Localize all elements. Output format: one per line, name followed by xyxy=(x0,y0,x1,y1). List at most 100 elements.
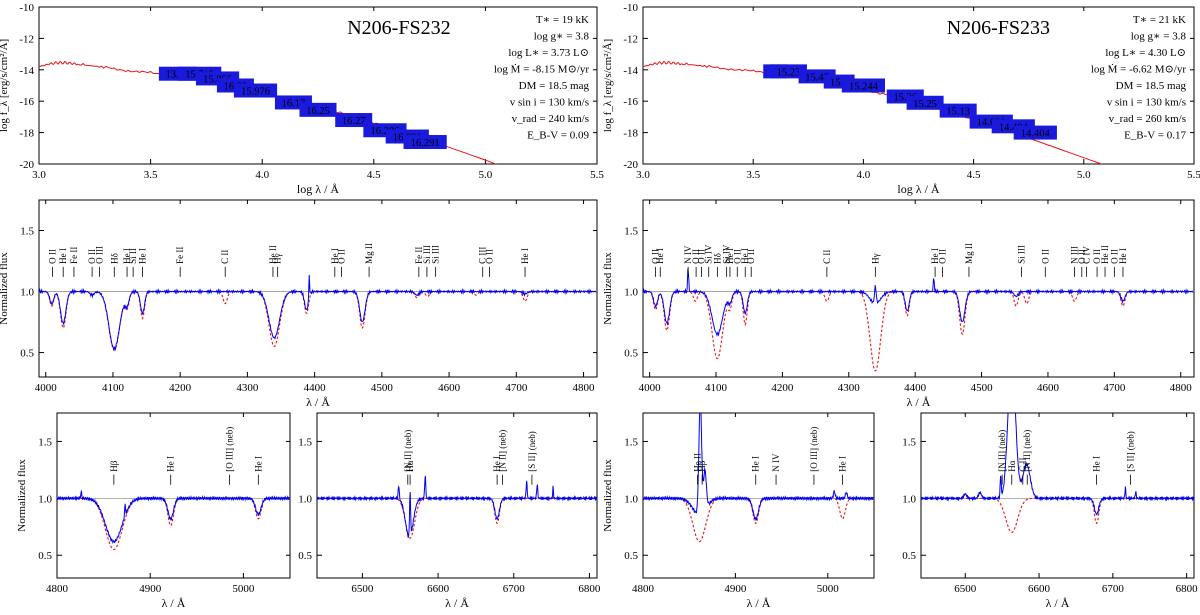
x-tick-label: 5.0 xyxy=(1077,169,1091,181)
model-spectrum xyxy=(643,497,874,543)
stellar-parameter: log g∗ = 3.8 xyxy=(1131,31,1187,43)
line-id-label: C II xyxy=(822,250,832,264)
x-tick-label: 4100 xyxy=(705,382,728,394)
x-tick-label: 6700 xyxy=(503,583,526,595)
x-tick-label: 4.0 xyxy=(857,169,871,181)
x-axis-label: log λ / Å xyxy=(897,182,939,196)
plot-frame xyxy=(642,6,1195,165)
line-id-label: He I xyxy=(520,248,530,264)
x-tick-label: 3.0 xyxy=(32,169,46,181)
x-tick-label: 4800 xyxy=(573,382,596,394)
hb-fs232-panel: 4800 4900 5000 0.5 1.0 1.5 λ / Å Normalized flu… xyxy=(16,412,291,610)
stellar-parameter: E_B-V = 0.17 xyxy=(1124,130,1186,142)
x-axis-label: λ / Å xyxy=(162,596,186,610)
y-tick-label: -12 xyxy=(19,33,34,45)
line-id-label: He I xyxy=(138,248,148,264)
photometry-box xyxy=(906,95,944,110)
photometry-label: 14.404 xyxy=(999,122,1029,133)
x-tick-label: 4000 xyxy=(639,382,662,394)
stellar-parameter: DM = 18.5 mag xyxy=(1116,80,1187,92)
y-tick-label: -10 xyxy=(19,2,34,14)
x-tick-label: 6600 xyxy=(1028,583,1051,595)
photometry-label: 15.976 xyxy=(241,87,270,98)
x-tick-label: 4700 xyxy=(505,382,528,394)
x-tick-label: 4700 xyxy=(1103,382,1126,394)
x-axis-label: log λ / Å xyxy=(297,182,339,196)
line-id-label: C III xyxy=(478,247,488,264)
photometry-label: 15.244 xyxy=(849,82,879,93)
line-id-label: He I xyxy=(166,456,176,472)
line-id-label: He I xyxy=(58,248,68,264)
y-tick-label: -20 xyxy=(623,159,638,171)
x-tick-label: 6600 xyxy=(427,583,450,595)
line-id-label: O II xyxy=(1040,249,1050,264)
observed-spectrum xyxy=(317,475,597,538)
line-id-label: He II xyxy=(1100,245,1110,264)
line-id-label: Hβ xyxy=(697,460,707,471)
line-id-label: [N II] (neb) xyxy=(1022,430,1032,472)
y-tick-label: 0.5 xyxy=(624,550,638,562)
line-id-label: He I xyxy=(838,456,848,472)
y-axis-label: log f_λ [erg/s/cm²/Å] xyxy=(602,39,614,132)
x-axis-label: λ / Å xyxy=(907,395,931,409)
line-id-label: O II xyxy=(732,249,742,264)
y-tick-label: -20 xyxy=(19,159,34,171)
y-axis-label: Normalized flux xyxy=(16,459,28,532)
line-id-label: [N II] (neb) xyxy=(403,430,413,472)
x-tick-label: 4100 xyxy=(102,382,125,394)
line-id-label: He I xyxy=(655,248,665,264)
x-tick-label: 4600 xyxy=(438,382,461,394)
line-id-label: [O III] (neb) xyxy=(809,427,819,472)
line-id-label: He I xyxy=(751,456,761,472)
y-tick-label: 1.5 xyxy=(20,226,34,238)
line-id-label: He I xyxy=(253,456,263,472)
x-tick-label: 6700 xyxy=(1102,583,1125,595)
x-tick-label: 4200 xyxy=(169,382,192,394)
stellar-parameter: T∗ = 19 kK xyxy=(536,14,589,26)
star-name: N206-FS233 xyxy=(947,17,1050,39)
line-id-label: C II xyxy=(1018,457,1028,471)
photometry-label: 16.25 xyxy=(306,106,330,117)
x-tick-label: 4800 xyxy=(632,583,655,595)
line-id-label: C II xyxy=(220,250,230,264)
model-spectrum xyxy=(39,291,597,351)
x-axis-label: λ / Å xyxy=(747,596,771,610)
stellar-parameter: v sin i = 130 km/s xyxy=(1107,97,1186,109)
photometry-label: 15.45 xyxy=(805,72,829,83)
line-id-label: [N II] (neb) xyxy=(497,430,507,472)
stellar-parameter: log L∗ = 4.30 L⊙ xyxy=(1105,47,1186,59)
blue-fs233-panel: 4000 4100 4200 4300 4400 4500 4600 4700 4800 0.5 1… xyxy=(602,199,1195,409)
photometry-label: 13.73 xyxy=(166,70,190,81)
y-tick-label: 1.0 xyxy=(298,493,312,505)
stellar-parameter: log L∗ = 3.73 L⊙ xyxy=(508,47,589,59)
line-id-label: Hγ xyxy=(870,253,880,263)
photometry-box xyxy=(841,78,885,93)
line-id-label: O II xyxy=(1077,249,1087,264)
line-id-label: Fe II xyxy=(414,247,424,264)
line-id-label: O II xyxy=(484,249,494,264)
line-id-label: N IV xyxy=(683,245,693,264)
y-tick-label: -12 xyxy=(623,33,638,45)
photometry-label: 14.404 xyxy=(1021,129,1051,140)
line-id-label: He I xyxy=(725,248,735,264)
x-tick-label: 4400 xyxy=(304,382,327,394)
photometry-box xyxy=(403,135,447,150)
line-id-label: C IV xyxy=(1081,246,1091,264)
line-id-label: He I xyxy=(122,248,132,264)
y-axis-label: Normalized flux xyxy=(602,459,614,532)
y-tick-label: -14 xyxy=(19,65,34,77)
line-id-label: Mg II xyxy=(964,243,974,264)
y-axis-label: log f_λ [erg/s/cm²/Å] xyxy=(0,39,10,132)
plot-frame xyxy=(920,412,1195,579)
x-tick-label: 4300 xyxy=(838,382,861,394)
line-id-label: He II xyxy=(693,453,703,472)
model-spectrum xyxy=(921,497,1194,534)
stellar-parameter: v sin i = 130 km/s xyxy=(510,97,589,109)
line-id-label: N IV xyxy=(771,453,781,472)
y-tick-label: -16 xyxy=(19,96,34,108)
x-tick-label: 5.5 xyxy=(590,169,604,181)
y-tick-label: 1.0 xyxy=(20,287,34,299)
x-tick-label: 5.5 xyxy=(1187,169,1200,181)
sed-fs233-panel: 3.0 3.5 4.0 4.5 5.0 5.5 -20 -18 -16 -14 -12 -10 log … xyxy=(602,2,1200,196)
